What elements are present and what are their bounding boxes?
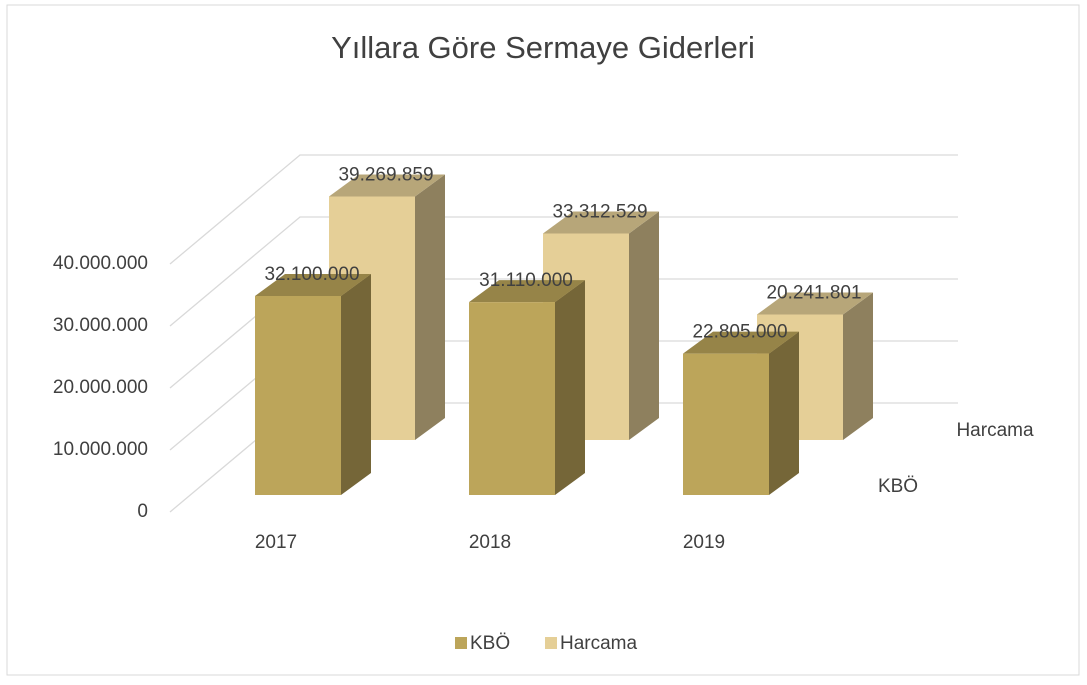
legend-swatch xyxy=(545,637,557,649)
bar-face xyxy=(683,353,769,495)
bar-face xyxy=(543,211,659,234)
grid-line xyxy=(169,154,958,265)
bar-face xyxy=(555,280,585,495)
bar-face xyxy=(329,174,445,197)
bar xyxy=(469,280,585,495)
bar-face xyxy=(341,273,371,495)
bar-face xyxy=(769,331,799,495)
y-tick-label: 10.000.000 xyxy=(53,439,148,460)
chart-title: Yıllara Göre Sermaye Giderleri xyxy=(331,30,755,65)
depth-label: KBÖ xyxy=(878,476,918,497)
bar-face xyxy=(757,292,873,315)
legend-label: Harcama xyxy=(560,633,638,654)
bar-face xyxy=(469,280,585,303)
data-label: 22.805.000 xyxy=(692,322,787,343)
bar-face xyxy=(255,295,341,495)
x-tick-label: 2017 xyxy=(255,532,297,553)
bar xyxy=(255,273,371,495)
grid-line xyxy=(169,216,958,327)
data-label: 33.312.529 xyxy=(552,201,647,222)
x-tick-label: 2018 xyxy=(469,532,511,553)
y-tick-label: 40.000.000 xyxy=(53,253,148,274)
y-tick-label: 0 xyxy=(137,501,148,522)
x-tick-label: 2019 xyxy=(683,532,725,553)
bar-face xyxy=(629,211,659,440)
bar-face xyxy=(255,273,371,296)
bar-face xyxy=(415,174,445,441)
y-tick-label: 20.000.000 xyxy=(53,377,148,398)
bar xyxy=(683,331,799,495)
legend-swatch xyxy=(455,637,467,649)
data-label: 20.241.801 xyxy=(766,283,861,304)
data-label: 32.100.000 xyxy=(264,264,359,285)
data-label: 31.110.000 xyxy=(479,270,573,291)
data-label: 39.269.859 xyxy=(338,165,433,186)
y-tick-label: 30.000.000 xyxy=(53,315,148,336)
bar-face xyxy=(683,331,799,354)
bar-face xyxy=(469,302,555,495)
legend-label: KBÖ xyxy=(470,633,510,654)
bar-face xyxy=(843,292,873,440)
depth-label: Harcama xyxy=(956,420,1034,441)
